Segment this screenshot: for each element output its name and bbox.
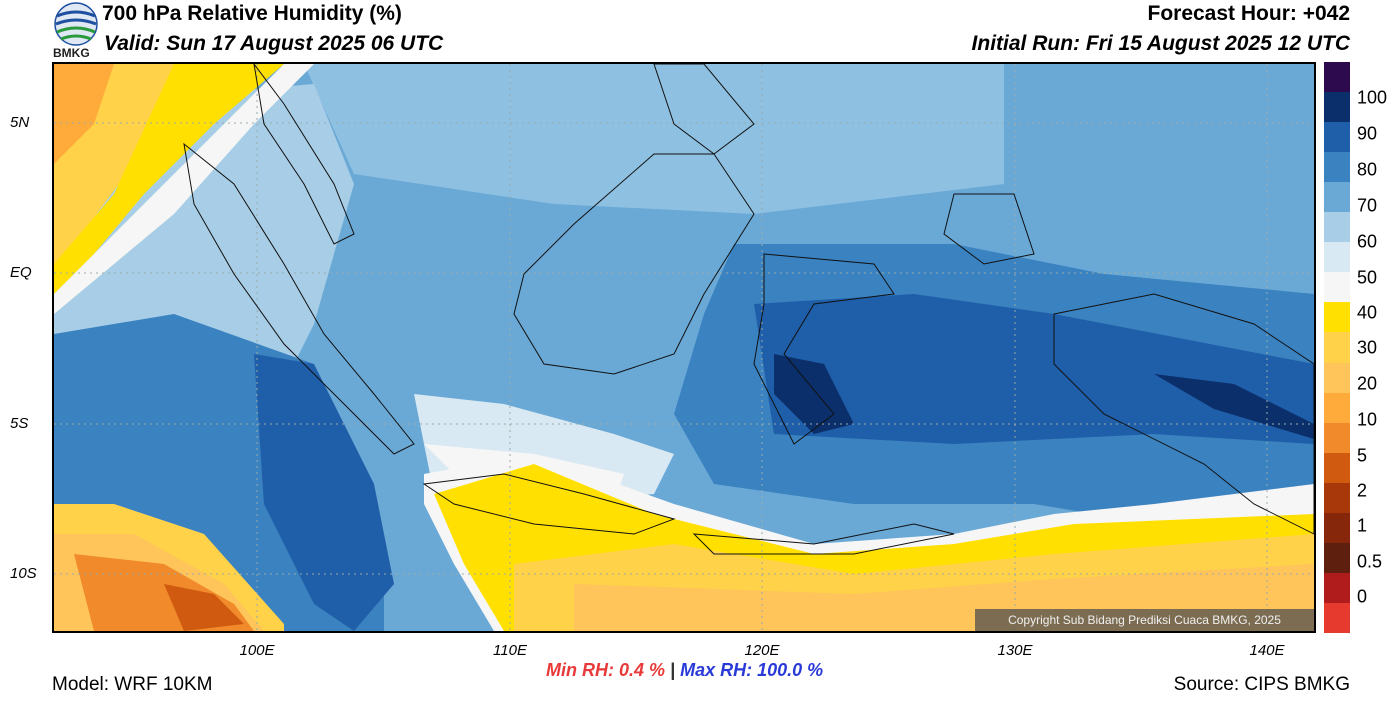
colorbar-label: 0.5 [1357, 551, 1383, 572]
colorbar-segment [1324, 92, 1350, 123]
y-tick-label: 10S [10, 565, 37, 582]
colorbar [1324, 62, 1350, 634]
colorbar-label: 30 [1357, 337, 1378, 358]
model-label: Model: WRF 10KM [52, 674, 213, 695]
colorbar-segment [1324, 122, 1350, 153]
colorbar-label: 0 [1357, 586, 1368, 607]
colorbar-label: 80 [1357, 159, 1378, 180]
y-tick-label: 5N [10, 114, 30, 131]
colorbar-segment [1324, 212, 1350, 243]
x-tick-label: 110E [493, 642, 527, 659]
dry-region [54, 64, 114, 164]
stats-separator: | [670, 660, 676, 680]
humidity-region [254, 354, 394, 631]
map-title: 700 hPa Relative Humidity (%) [102, 2, 402, 25]
rh-stats: Min RH: 0.4 % | Max RH: 100.0 % [546, 660, 823, 681]
colorbar-label: 70 [1357, 195, 1378, 216]
colorbar-segment [1324, 452, 1350, 484]
source-label: Source: CIPS BMKG [1173, 674, 1350, 695]
colorbar-segment [1324, 62, 1350, 93]
colorbar-segment [1324, 362, 1350, 394]
colorbar-label: 20 [1357, 373, 1378, 394]
humidity-region [54, 64, 314, 314]
colorbar-segment [1324, 182, 1350, 213]
colorbar-label: 5 [1357, 445, 1368, 466]
colorbar-segment [1324, 392, 1350, 424]
colorbar-segment [1324, 512, 1350, 544]
max-rh: Max RH: 100.0 % [680, 660, 824, 680]
y-tick-label: 5S [10, 415, 29, 432]
colorbar-label: 50 [1357, 267, 1378, 288]
humidity-map [52, 62, 1316, 633]
humidity-region [754, 294, 1314, 444]
logo-text: BMKG [53, 46, 90, 60]
colorbar-segment [1324, 602, 1350, 634]
min-rh: Min RH: 0.4 % [546, 660, 666, 680]
colorbar-segment [1324, 302, 1350, 333]
colorbar-label: 2 [1357, 480, 1368, 501]
colorbar-label: 1 [1357, 515, 1368, 536]
forecast-hour: Forecast Hour: +042 [1147, 2, 1351, 25]
humidity-region [304, 64, 1004, 214]
dry-region [164, 584, 244, 631]
x-tick-label: 140E [1249, 642, 1285, 659]
colorbar-segment [1324, 572, 1350, 604]
colorbar-label: 60 [1357, 231, 1378, 252]
colorbar-label: 40 [1357, 302, 1378, 323]
y-tick-label: EQ [10, 264, 32, 281]
colorbar-segment [1324, 422, 1350, 454]
initial-run: Initial Run: Fri 15 August 2025 12 UTC [971, 32, 1350, 55]
colorbar-segment [1324, 482, 1350, 514]
colorbar-segment [1324, 242, 1350, 273]
colorbar-segment [1324, 152, 1350, 183]
colorbar-segment [1324, 542, 1350, 574]
x-tick-label: 120E [744, 642, 780, 659]
x-tick-label: 130E [997, 642, 1033, 659]
copyright-notice: Copyright Sub Bidang Prediksi Cuaca BMKG… [975, 609, 1314, 631]
colorbar-segment [1324, 332, 1350, 364]
bmkg-logo [52, 2, 100, 60]
x-tick-label: 100E [239, 642, 275, 659]
colorbar-segment [1324, 272, 1350, 303]
colorbar-label: 10 [1357, 409, 1378, 430]
humidity-map-svg [54, 64, 1314, 631]
valid-time: Valid: Sun 17 August 2025 06 UTC [104, 32, 444, 55]
colorbar-label: 100 [1357, 87, 1388, 108]
humidity-region [1154, 374, 1314, 439]
colorbar-label: 90 [1357, 123, 1378, 144]
